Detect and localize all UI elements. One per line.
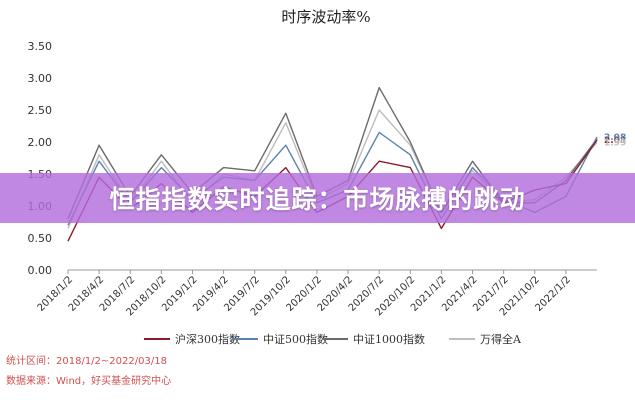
y-tick-label: 3.00 xyxy=(28,72,53,85)
end-value-label: 2.03 xyxy=(604,136,626,146)
statistics-period: 统计区间：2018/1/2~2022/03/18 xyxy=(6,356,167,367)
x-axis: 2018/1/22018/4/22018/7/22018/10/22019/1/… xyxy=(36,270,573,318)
headline-text: 恒指指数实时追踪：市场脉搏的跳动 xyxy=(109,185,526,214)
legend-label: 中证500指数 xyxy=(263,332,328,346)
headline-banner: 恒指指数实时追踪：市场脉搏的跳动 xyxy=(0,173,635,223)
data-source: 数据来源：Wind，好买基金研究中心 xyxy=(6,376,172,387)
y-tick-label: 2.00 xyxy=(28,136,53,149)
chart-title: 时序波动率% xyxy=(281,8,370,26)
y-tick-label: 2.50 xyxy=(28,104,53,117)
end-value-label: 1.99 xyxy=(604,139,626,149)
y-axis: 0.000.501.001.502.002.503.003.50 xyxy=(28,40,53,277)
end-labels: 2.032.081.99 xyxy=(604,133,626,149)
end-value-label: 2.08 xyxy=(604,133,626,143)
y-tick-label: 0.00 xyxy=(28,264,53,277)
legend-label: 万得全A xyxy=(480,332,522,346)
legend: 沪深300指数 中证500指数 中证1000指数 万得全A xyxy=(144,332,522,346)
y-tick-label: 0.50 xyxy=(28,232,53,245)
legend-label: 中证1000指数 xyxy=(353,332,425,346)
y-tick-label: 3.50 xyxy=(28,40,53,53)
legend-label: 沪深300指数 xyxy=(175,332,240,346)
